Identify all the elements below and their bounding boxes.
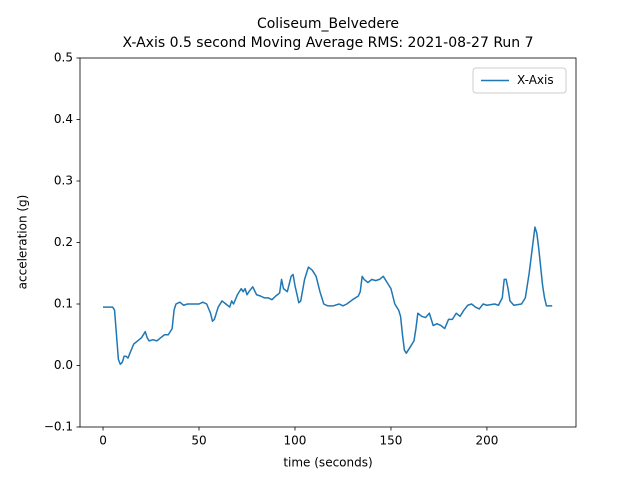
y-tick-label: 0.4 xyxy=(54,112,73,126)
x-axis-label: time (seconds) xyxy=(283,456,372,470)
y-tick-label: 0.0 xyxy=(54,358,73,372)
y-axis-label: acceleration (g) xyxy=(16,195,30,290)
chart-subtitle: X-Axis 0.5 second Moving Average RMS: 20… xyxy=(122,35,533,51)
y-tick-label: −0.1 xyxy=(44,420,73,434)
x-tick-label: 50 xyxy=(191,434,206,448)
plot-frame xyxy=(79,57,577,428)
y-tick-label: 0.3 xyxy=(54,174,73,188)
x-tick-label: 100 xyxy=(284,434,307,448)
x-tick-label: 150 xyxy=(380,434,403,448)
y-tick-label: 0.2 xyxy=(54,235,73,249)
legend: X-Axis xyxy=(472,67,567,94)
legend-label: X-Axis xyxy=(517,73,554,87)
legend-box xyxy=(472,67,567,94)
y-tick-label: 0.1 xyxy=(54,297,73,311)
x-tick-label: 200 xyxy=(475,434,498,448)
x-tick-label: 0 xyxy=(99,434,107,448)
chart-title: Coliseum_Belvedere xyxy=(257,16,399,32)
data-line xyxy=(103,226,553,366)
y-tick-label: 0.5 xyxy=(54,51,73,65)
